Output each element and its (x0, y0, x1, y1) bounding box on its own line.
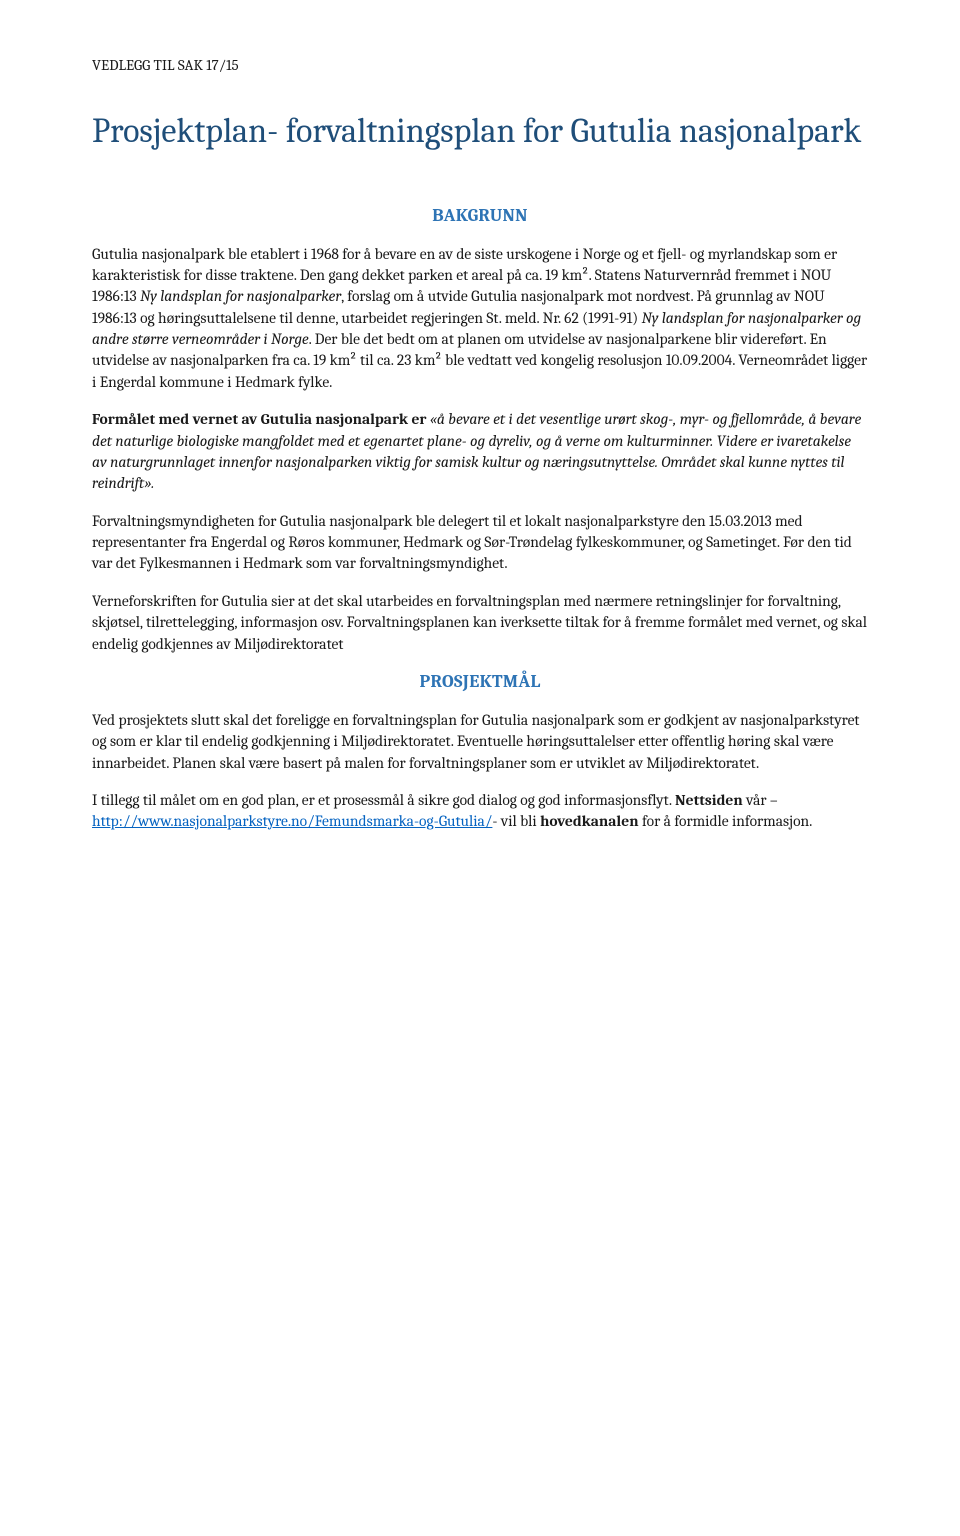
prosjektmal-p2: I tillegg til målet om en god plan, er e… (92, 790, 868, 833)
p2-text-d: for å formidle informasjon. (639, 812, 813, 830)
p2-text-b2: vår – (743, 791, 778, 809)
prosjektmal-p1: Ved prosjektets slutt skal det foreligge… (92, 710, 868, 774)
section-heading-bakgrunn: BAKGRUNN (92, 205, 868, 226)
header-reference: VEDLEGG TIL SAK 17/15 (92, 56, 868, 74)
p1-italic-1: Ny landsplan for nasjonalparker (140, 287, 341, 305)
website-link[interactable]: http://www.nasjonalparkstyre.no/Femundsm… (92, 812, 492, 830)
p2-bold-3: hovedkanalen (540, 812, 639, 830)
p2-text-a: I tillegg til målet om en god plan, er e… (92, 791, 675, 809)
bakgrunn-p3: Forvaltningsmyndigheten for Gutulia nasj… (92, 511, 868, 575)
p2-bold-1: Nettsiden (675, 791, 743, 809)
bakgrunn-p1: Gutulia nasjonalpark ble etablert i 1968… (92, 244, 868, 394)
p2-text-c: - vil bli (492, 812, 540, 830)
section-heading-prosjektmal: PROSJEKTMÅL (92, 671, 868, 692)
bakgrunn-p4: Verneforskriften for Gutulia sier at det… (92, 591, 868, 655)
bakgrunn-p2: Formålet med vernet av Gutulia nasjonalp… (92, 409, 868, 495)
p2-bold: Formålet med vernet av Gutulia nasjonalp… (92, 410, 430, 428)
document-title: Prosjektplan- forvaltningsplan for Gutul… (92, 110, 868, 153)
